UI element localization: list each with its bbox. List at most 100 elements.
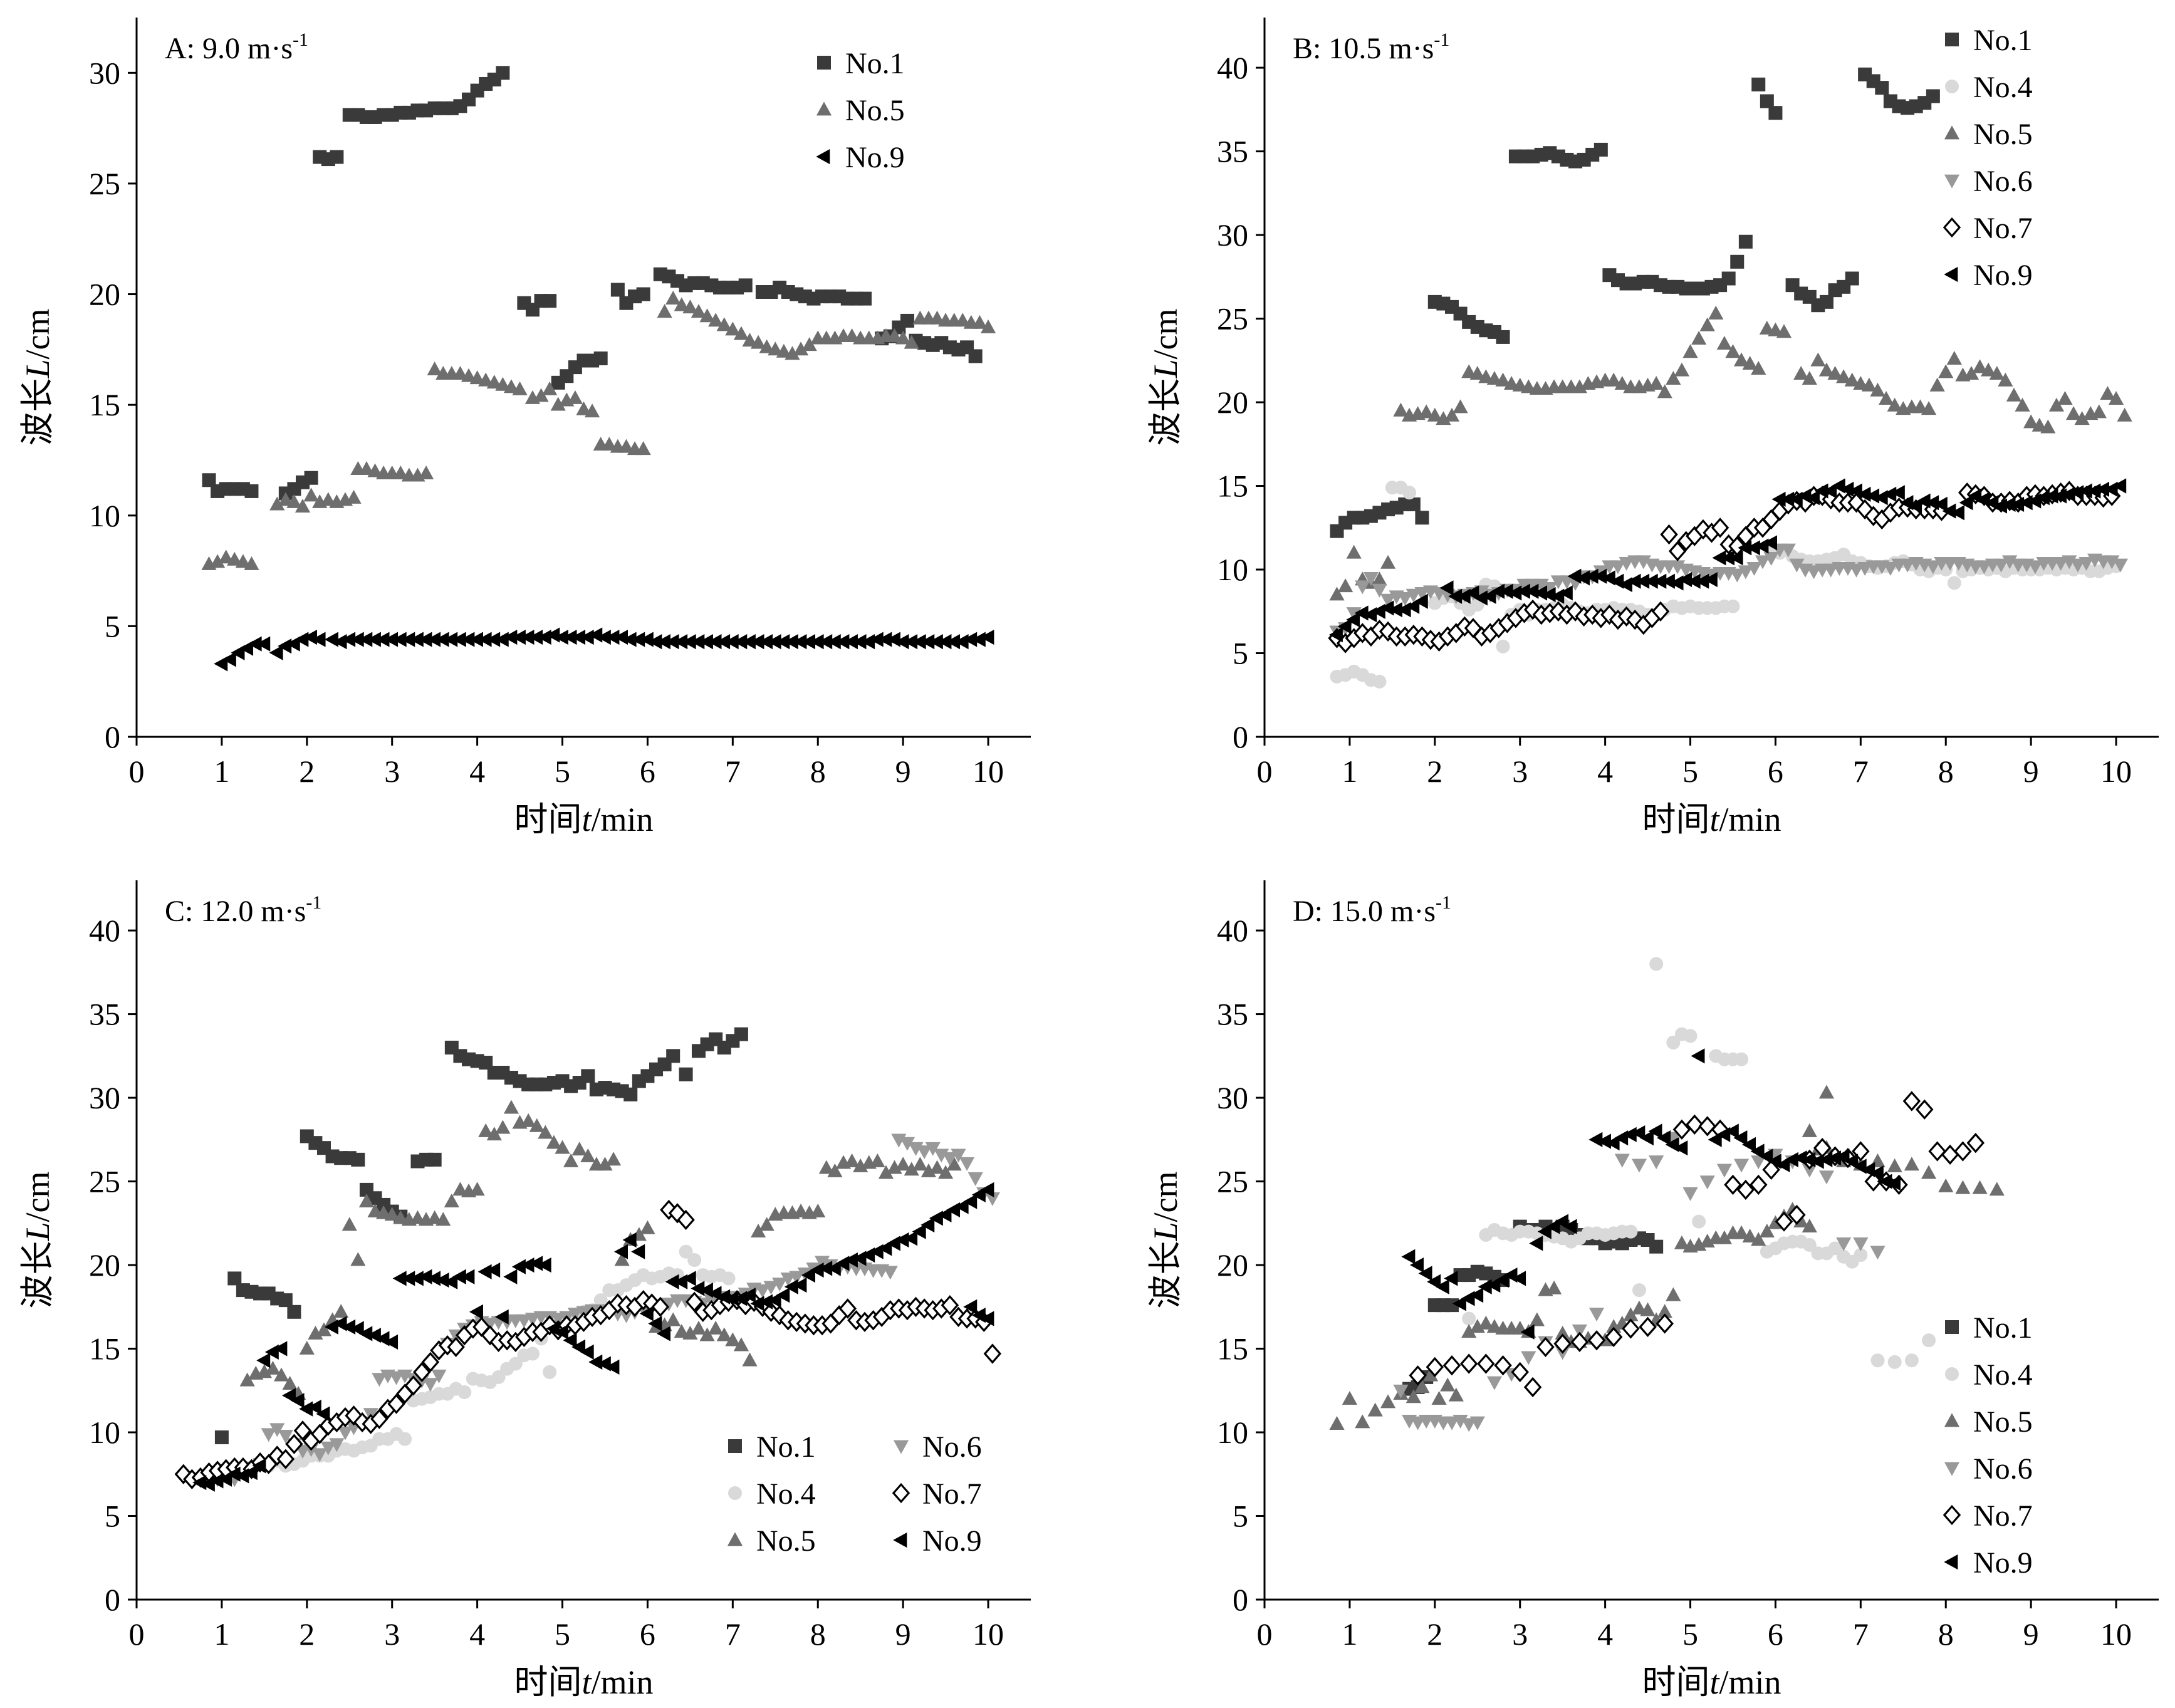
- data-point: [665, 1312, 681, 1326]
- data-point: [724, 1291, 739, 1306]
- data-point: [750, 1296, 764, 1311]
- data-point: [2100, 386, 2115, 400]
- chart-panel-3: 0 1 2 3 4 5 6 7 8 9 10 0 5 10 15 20 25 30 35 40 时间t/min 波长L/c…: [19, 880, 1031, 1701]
- data-point: [1511, 1362, 1529, 1383]
- data-point: [738, 278, 753, 293]
- data-point: [273, 1367, 289, 1382]
- data-point: [946, 1157, 962, 1171]
- data-point: [1870, 382, 1886, 397]
- x-tick-label: 3: [384, 1617, 400, 1652]
- data-point: [614, 1252, 630, 1266]
- data-point: [900, 313, 914, 328]
- data-point: [759, 1217, 775, 1231]
- data-point: [477, 1264, 492, 1279]
- data-point: [209, 1473, 224, 1489]
- data-point: [733, 634, 748, 650]
- data-point: [1738, 565, 1753, 580]
- data-point: [674, 297, 689, 311]
- x-tick-label: 0: [1257, 1617, 1273, 1652]
- data-point: [269, 1423, 285, 1437]
- data-point: [543, 1365, 557, 1379]
- data-point: [278, 638, 292, 654]
- data-point: [281, 1388, 296, 1403]
- x-tick-label: 6: [640, 754, 655, 789]
- data-point: [1981, 362, 1996, 377]
- data-point: [1819, 294, 1833, 309]
- data-point: [912, 1157, 928, 1171]
- data-point: [1495, 372, 1511, 387]
- data-point: [1763, 551, 1779, 566]
- series-no6: [1393, 1132, 1886, 1432]
- y-tick-label: 40: [89, 913, 120, 948]
- data-point: [1666, 371, 1681, 385]
- data-point: [946, 634, 961, 650]
- data-point: [776, 343, 791, 358]
- data-point: [1656, 1313, 1674, 1334]
- series-no9: [1401, 1048, 1901, 1340]
- data-point: [759, 634, 773, 650]
- data-point: [1854, 1248, 1868, 1263]
- x-tick-label: 6: [1768, 754, 1783, 789]
- data-point: [398, 1432, 412, 1446]
- data-point: [358, 461, 375, 475]
- y-axis-title-unit: /cm: [19, 1171, 56, 1222]
- legend: No.1 No.4 No.5 No.6 No.7 No.9: [1943, 24, 2033, 292]
- y-tick-label: 10: [89, 1415, 120, 1450]
- data-point: [1882, 562, 1898, 576]
- data-point: [316, 1322, 332, 1336]
- data-point: [1342, 1390, 1358, 1405]
- data-point: [1750, 1143, 1765, 1159]
- data-point: [444, 1274, 458, 1289]
- chart-panel-4: 0 1 2 3 4 5 6 7 8 9 10 0 5 10 15 20 25 30 35 40 时间t/min 波长L/c…: [1147, 880, 2159, 1701]
- data-point: [469, 1182, 485, 1196]
- data-point: [401, 1271, 415, 1286]
- data-point: [1533, 585, 1548, 601]
- data-point: [984, 1192, 1000, 1206]
- data-point: [342, 632, 356, 647]
- data-point: [1729, 550, 1743, 566]
- data-point: [276, 1449, 295, 1469]
- data-point: [218, 549, 234, 564]
- data-point: [941, 1294, 959, 1316]
- y-tick-label: 30: [1217, 1080, 1248, 1115]
- data-point: [1802, 1218, 1817, 1232]
- data-point: [511, 629, 526, 645]
- y-tick-label: 10: [1217, 552, 1248, 587]
- data-point: [951, 1148, 966, 1163]
- data-point: [1431, 1390, 1447, 1405]
- data-point: [682, 1271, 696, 1286]
- data-point: [303, 629, 317, 645]
- legend-label: No.7: [1973, 212, 2033, 245]
- data-point: [2015, 397, 2030, 412]
- y-axis-title-var: L: [1147, 1222, 1184, 1241]
- data-point: [584, 404, 600, 418]
- data-point: [639, 1306, 654, 1321]
- data-point: [708, 313, 724, 327]
- data-point: [227, 1271, 242, 1286]
- data-point: [1473, 590, 1488, 606]
- data-point: [980, 629, 994, 645]
- x-tick-label: 3: [1512, 754, 1528, 789]
- data-point: [1491, 583, 1505, 599]
- data-point: [1818, 362, 1835, 377]
- data-point: [963, 632, 978, 647]
- data-point: [235, 554, 251, 568]
- data-point: [1810, 1153, 1824, 1169]
- data-point: [741, 634, 756, 650]
- data-point: [1597, 1133, 1611, 1149]
- data-point: [1674, 1235, 1690, 1249]
- data-point: [2112, 558, 2128, 573]
- data-point: [959, 1157, 975, 1171]
- data-point: [1435, 1279, 1449, 1294]
- data-point: [461, 632, 475, 647]
- data-point: [838, 1298, 857, 1319]
- data-point: [844, 1153, 860, 1167]
- legend-marker: [1944, 125, 1960, 140]
- data-point: [358, 1326, 373, 1341]
- data-point: [222, 652, 236, 667]
- data-point: [843, 1252, 858, 1268]
- series-no5: [201, 290, 996, 570]
- data-point: [682, 1325, 698, 1340]
- x-axis-title: 时间t/min: [1642, 801, 1781, 838]
- data-point: [1692, 1214, 1706, 1229]
